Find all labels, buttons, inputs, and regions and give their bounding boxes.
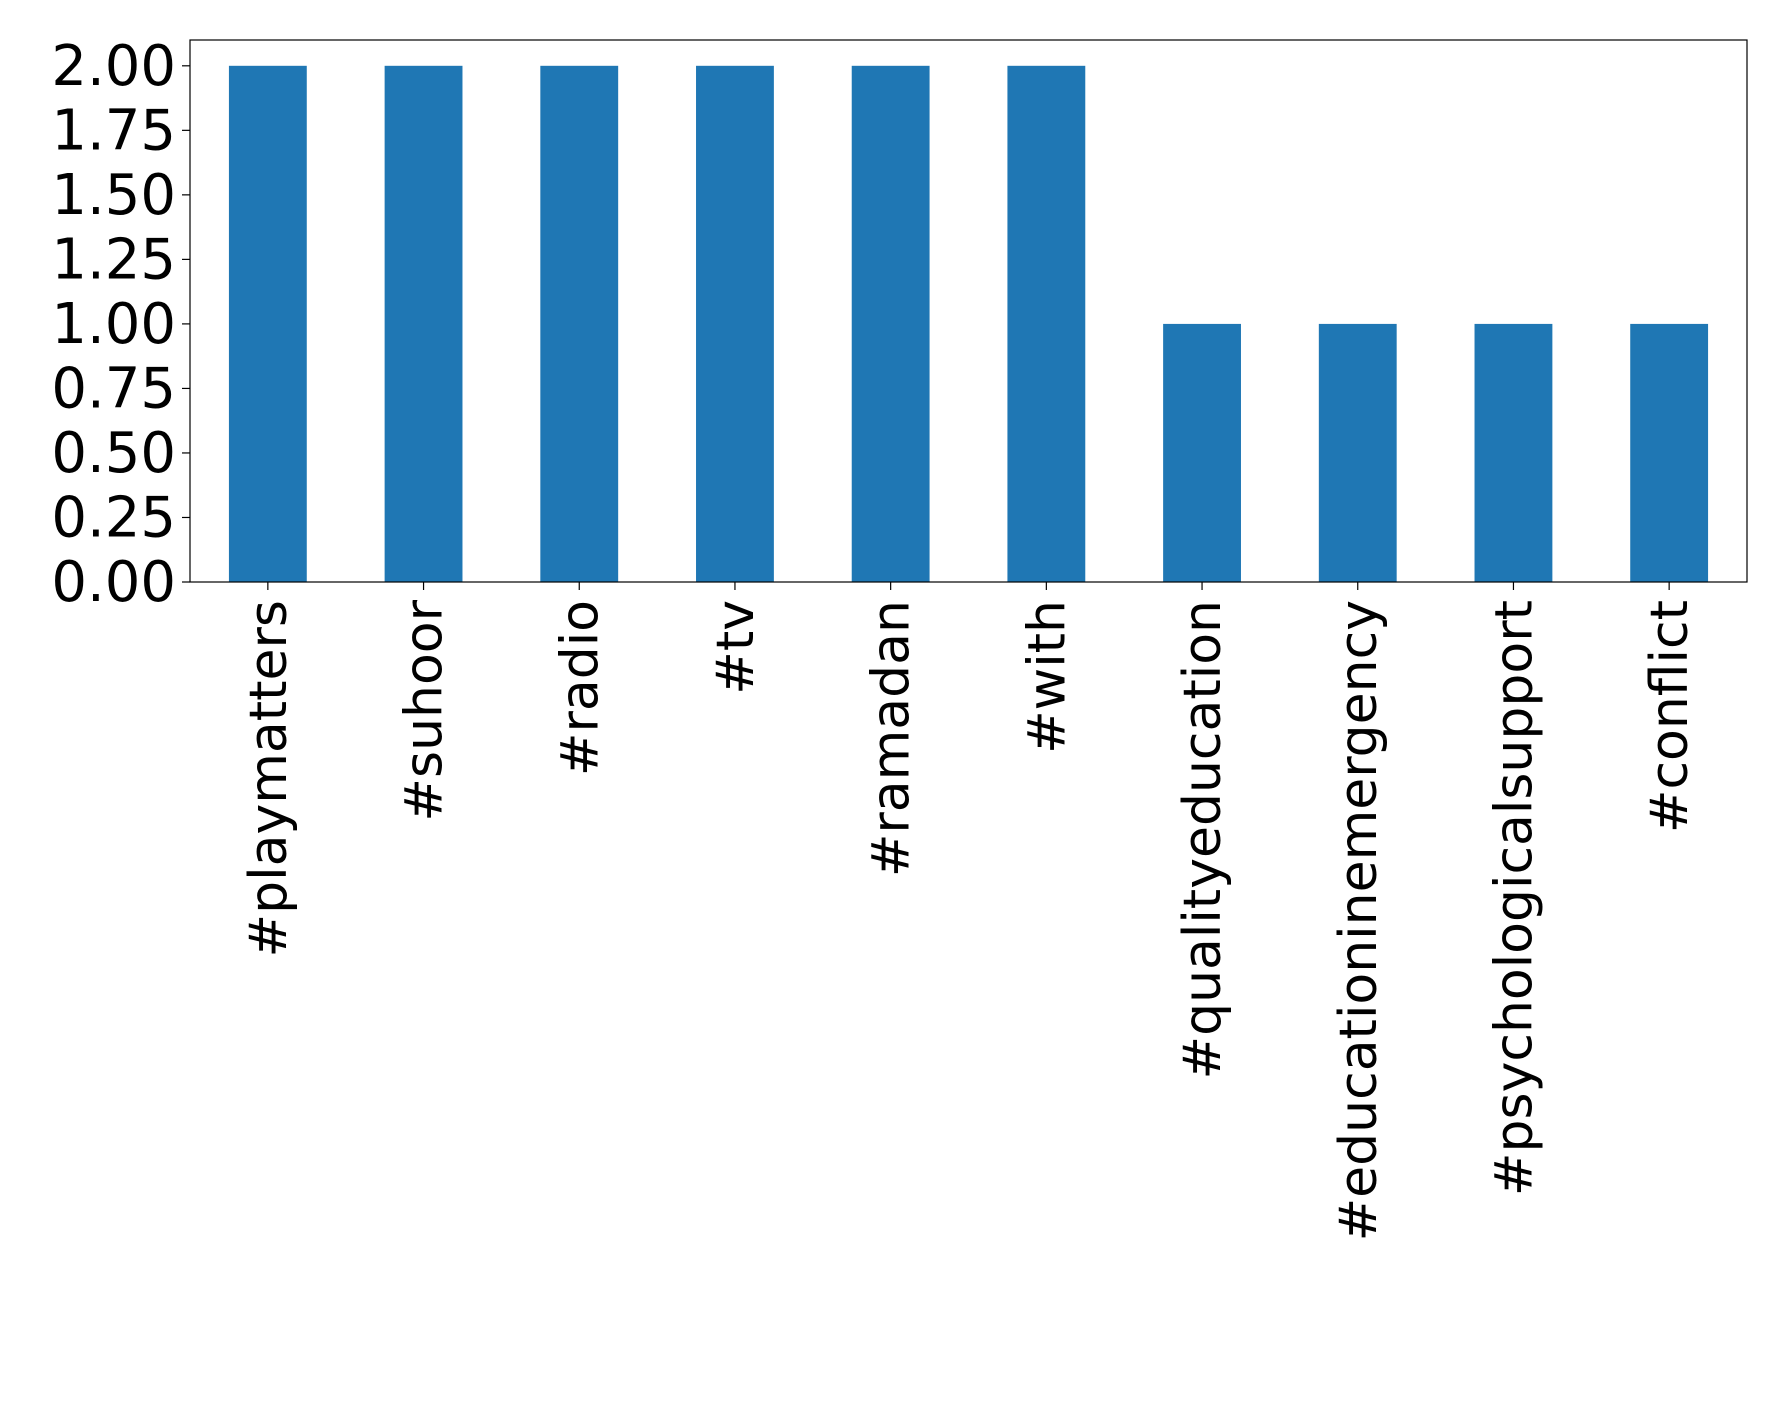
bar-psychologicalsupport <box>1474 323 1553 582</box>
x-tick-label: #playmatters <box>239 600 299 957</box>
y-axis: 0.000.250.500.751.001.251.501.752.00 <box>51 34 190 615</box>
y-tick-label: 0.75 <box>51 356 176 421</box>
x-tick-label: #educationinemergency <box>1329 600 1389 1241</box>
x-tick-label: #with <box>1017 600 1077 754</box>
bar-educationinemergency <box>1318 323 1397 582</box>
y-tick-label: 0.50 <box>51 421 176 486</box>
y-tick-label: 1.50 <box>51 163 176 228</box>
bar-tv <box>696 65 774 583</box>
bar-playmatters <box>228 65 307 583</box>
bar-radio <box>540 65 619 583</box>
x-tick-label: #ramadan <box>862 600 922 877</box>
y-tick-label: 1.25 <box>51 227 176 292</box>
bar-with <box>1007 65 1086 583</box>
x-tick-label: #psychologicalsupport <box>1484 600 1544 1196</box>
plot-frame <box>189 39 1748 583</box>
y-tick-label: 2.00 <box>51 34 176 99</box>
bars-group <box>228 65 1709 583</box>
x-axis: #playmatters #suhoor #radio #tv #ramadan #wit… <box>239 582 1700 1241</box>
y-tick-label: 0.00 <box>51 550 176 615</box>
bar-qualityeducation <box>1163 323 1241 582</box>
x-tick-label: #qualityeducation <box>1173 600 1233 1079</box>
bar-conflict <box>1630 323 1709 582</box>
x-tick-label: #tv <box>706 600 766 695</box>
x-tick-label: #suhoor <box>395 599 455 821</box>
bar-ramadan <box>851 65 930 583</box>
y-tick-label: 1.00 <box>51 292 176 357</box>
y-tick-label: 0.25 <box>51 485 176 550</box>
bar-suhoor <box>384 65 463 583</box>
x-tick-label: #radio <box>550 600 610 776</box>
y-tick-label: 1.75 <box>51 98 176 163</box>
x-tick-label: #conflict <box>1640 600 1700 833</box>
